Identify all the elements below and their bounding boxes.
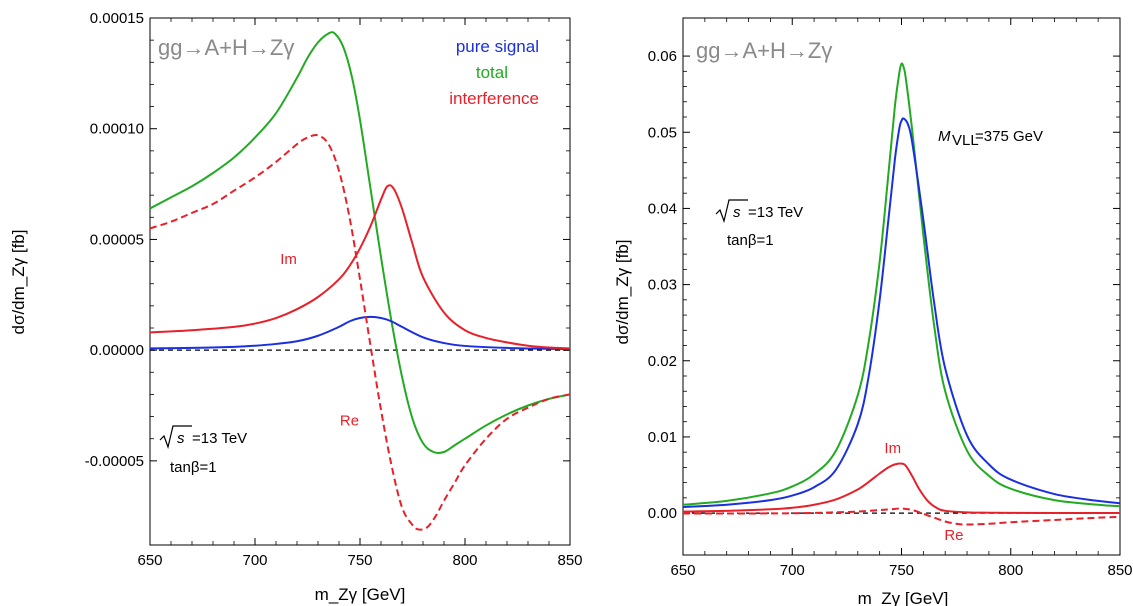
xtick-label: 700 — [780, 562, 805, 579]
xtick-label: 650 — [137, 552, 162, 569]
right-sqrt-s-value: =13 TeV — [748, 204, 803, 221]
sqrt-symbol — [159, 425, 192, 450]
curve-label-im: Im — [884, 440, 901, 457]
left-tanb-annotation: tanβ=1 — [170, 459, 217, 476]
curve-label-re: Re — [944, 527, 963, 544]
right-ylabel: dσ/dm_Zγ [fb] — [613, 240, 632, 345]
curve-label-im: Im — [280, 251, 297, 268]
xtick-label: 750 — [347, 552, 372, 569]
ytick-label: 0.00015 — [90, 10, 144, 27]
series-line-total — [149, 31, 571, 454]
ytick-label: 0.00000 — [90, 342, 144, 359]
left-sqrt-s-value: =13 TeV — [192, 430, 247, 447]
ytick-label: 0.04 — [648, 200, 677, 217]
right-xlabel: m_Zγ [GeV] — [858, 589, 949, 606]
series-line-interference-Im — [149, 184, 571, 350]
ytick-label: 0.03 — [648, 277, 677, 294]
ytick-label: 0.00005 — [90, 231, 144, 248]
series-line-total — [682, 62, 1121, 508]
right-chart-title: gg→A+H→Zγ — [696, 38, 832, 63]
right-mvll-annotation: M VLL =375 GeV — [938, 128, 1043, 149]
xtick-label: 800 — [998, 562, 1023, 579]
curve-label-re: Re — [340, 412, 359, 429]
xtick-label: 700 — [242, 552, 267, 569]
legend-pure-signal: pure signal — [456, 37, 539, 56]
right-plot-frame — [682, 17, 1121, 556]
series-line-interference-Re — [682, 507, 1121, 526]
ytick-label: 0.00 — [648, 505, 677, 522]
legend-interference: interference — [449, 89, 539, 108]
series-line-pure-signal — [149, 315, 571, 351]
left-chart: 650 700 750 800 850 -0.00005 0.00000 0.00005 0.0… — [9, 10, 583, 604]
sqrt-symbol-right — [715, 199, 748, 224]
ytick-label: 0.05 — [648, 124, 677, 141]
left-ylabel: dσ/dm_Zγ [fb] — [9, 230, 28, 335]
series-line-interference-Re — [149, 134, 571, 531]
xtick-label: 800 — [452, 552, 477, 569]
right-tanb-annotation: tanβ=1 — [727, 232, 774, 249]
svg-text:s: s — [177, 430, 185, 447]
svg-text:s: s — [733, 204, 741, 221]
xtick-label: 650 — [670, 562, 695, 579]
series-line-pure-signal — [682, 117, 1121, 509]
left-chart-title: gg→A+H→Zγ — [158, 35, 294, 60]
left-xlabel: m_Zγ [GeV] — [315, 585, 406, 604]
right-mvll-value: =375 GeV — [975, 128, 1043, 145]
svg-text:M: M — [938, 128, 951, 145]
right-chart: 650 700 750 800 850 0.00 0.01 0.02 0.03 0.04 0.05 0… — [613, 17, 1133, 606]
xtick-label: 850 — [1107, 562, 1132, 579]
ytick-label: 0.00010 — [90, 121, 144, 138]
svg-text:VLL: VLL — [952, 132, 979, 149]
left-sqrt-s-annotation: s =13 TeV — [159, 425, 247, 450]
series-line-interference-Im — [682, 462, 1121, 515]
ytick-label: 0.02 — [648, 353, 677, 370]
legend-total: total — [476, 63, 508, 82]
ytick-label: -0.00005 — [85, 453, 144, 470]
xtick-label: 750 — [889, 562, 914, 579]
ytick-label: 0.06 — [648, 48, 677, 65]
xtick-label: 850 — [557, 552, 582, 569]
right-sqrt-s-annotation: s =13 TeV — [715, 199, 803, 224]
ytick-label: 0.01 — [648, 429, 677, 446]
